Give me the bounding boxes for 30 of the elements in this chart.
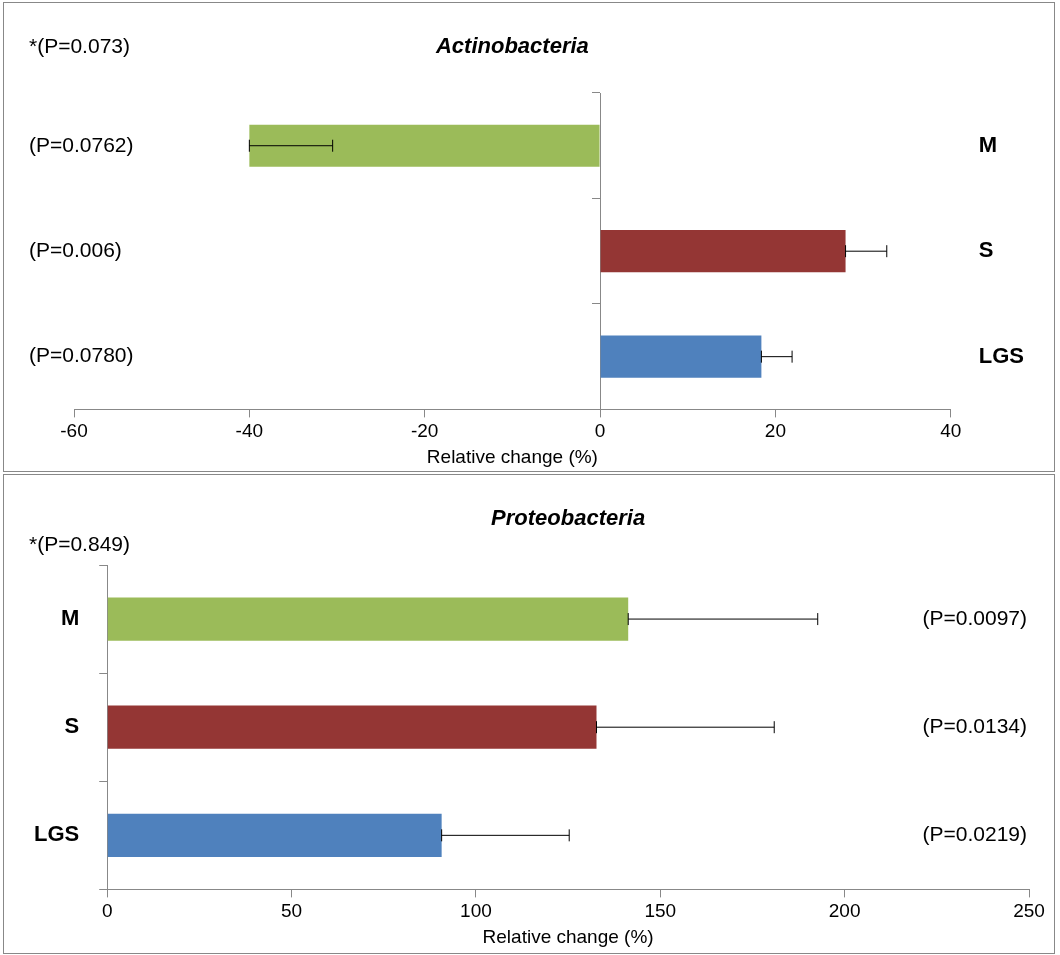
annotation: (P=0.0780) (29, 343, 134, 367)
x-tick-label: 0 (594, 420, 606, 442)
y-tick-label: M (978, 131, 998, 157)
x-tick-label: -60 (60, 420, 88, 442)
x-tick-label: 40 (940, 420, 962, 442)
y-tick-label: S (978, 237, 994, 263)
text: *(P=0.849) (29, 531, 130, 555)
chart-title: Actinobacteria (434, 33, 589, 59)
x-tick-label: 150 (644, 900, 677, 922)
x-tick-label: 100 (460, 900, 492, 922)
y-tick-label: LGS (33, 821, 80, 847)
x-tick-label: 20 (764, 420, 786, 442)
x-axis-title: Relative change (%) (482, 925, 654, 947)
x-tick-label: 50 (281, 900, 303, 922)
y-tick-label: S (64, 713, 80, 739)
chart-title: Proteobacteria (491, 505, 646, 531)
annotation: (P=0.0134) (922, 714, 1027, 737)
x-tick-label: 200 (828, 900, 861, 922)
x-axis-title: Relative change (%) (426, 445, 598, 467)
annotation: (P=0.0097) (922, 605, 1027, 629)
y-tick-label: LGS (978, 342, 1025, 368)
x-tick-label: -40 (235, 420, 264, 442)
annotation: (P=0.0219) (922, 822, 1027, 846)
x-tick-label: 0 (101, 900, 113, 922)
text: *(P=0.073) (29, 33, 130, 57)
x-tick-label: -20 (410, 420, 439, 442)
annotation: (P=0.0762) (29, 132, 134, 156)
annotation: (P=0.006) (29, 238, 122, 261)
y-tick-label: M (60, 605, 80, 631)
x-tick-label: 250 (1013, 900, 1045, 922)
